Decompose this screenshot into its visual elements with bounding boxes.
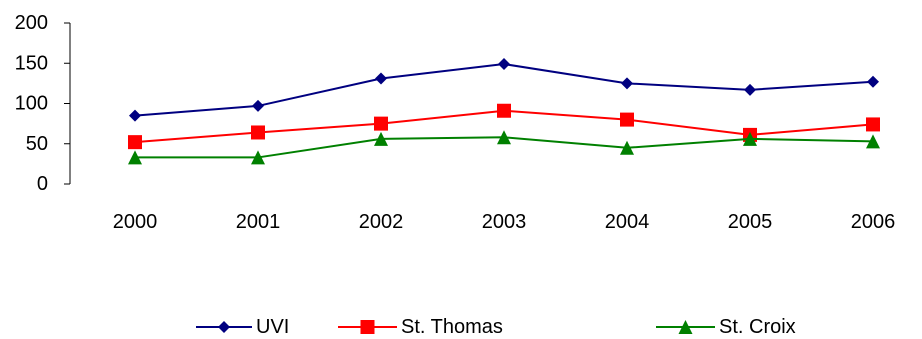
x-tick-label: 2004	[605, 211, 650, 233]
x-axis: 2000 2001 2002 2003 2004 2005 2006	[113, 211, 896, 233]
x-tick-label: 2001	[236, 211, 281, 233]
legend-label: UVI	[256, 316, 289, 338]
plot-area	[128, 58, 880, 165]
legend-item: St. Thomas	[338, 316, 503, 338]
legend-marker	[678, 320, 693, 334]
legend-label: St. Croix	[719, 316, 796, 338]
data-point	[374, 116, 388, 131]
x-tick-label: 2006	[851, 211, 896, 233]
data-point	[866, 134, 880, 149]
legend-item: UVI	[196, 316, 289, 338]
series-st-croix	[128, 130, 880, 165]
data-point	[497, 103, 511, 118]
data-point	[866, 117, 880, 132]
legend-marker	[218, 321, 230, 333]
series-uvi	[129, 58, 879, 122]
data-point	[375, 72, 387, 85]
data-point	[498, 58, 510, 71]
data-point	[251, 150, 265, 165]
x-tick-label: 2002	[359, 211, 404, 233]
data-point	[128, 150, 142, 165]
x-tick-label: 2000	[113, 211, 158, 233]
y-tick-label: 50	[26, 133, 48, 155]
legend-label: St. Thomas	[401, 316, 503, 338]
legend: UVI St. Thomas St. Croix	[196, 316, 796, 338]
data-point	[497, 130, 511, 145]
data-point	[251, 125, 265, 140]
y-tick-label: 0	[37, 173, 48, 195]
data-point	[620, 112, 634, 127]
data-point	[744, 83, 756, 96]
data-point	[620, 140, 634, 155]
data-point	[621, 77, 633, 90]
y-tick-label: 200	[15, 12, 48, 34]
data-point	[129, 109, 141, 122]
data-point	[128, 135, 142, 150]
data-point	[867, 75, 879, 88]
data-point	[374, 131, 388, 146]
y-tick-label: 100	[15, 93, 48, 115]
y-axis: 0 50 100 150 200	[15, 12, 71, 195]
x-tick-label: 2003	[482, 211, 527, 233]
y-tick-label: 150	[15, 52, 48, 74]
legend-marker	[360, 320, 375, 334]
data-point	[252, 99, 264, 112]
legend-item: St. Croix	[656, 316, 796, 338]
x-tick-label: 2005	[728, 211, 773, 233]
data-point	[743, 131, 757, 146]
